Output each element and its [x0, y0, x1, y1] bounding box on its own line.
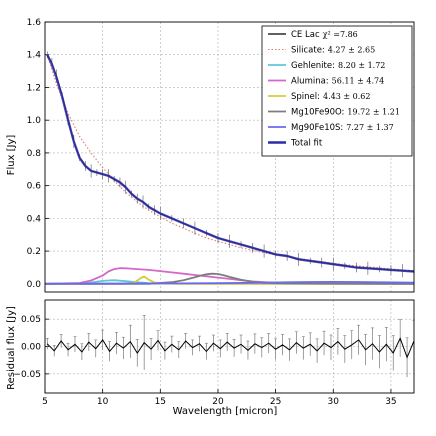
legend-value-alumina: 56.11 ± 4.74	[332, 77, 385, 86]
legend-label-mg90: Mg90Fe10S: 7.27 ± 1.37	[291, 123, 394, 133]
y-tick-label-top: 1.2	[27, 83, 41, 93]
legend-label-gehlenite: Gehlenite: 8.20 ± 1.72	[291, 61, 385, 71]
legend: CE Lac χ² =7.86 Silicate: 4.27 ± 2.65 Gehlen…	[261, 25, 413, 157]
bottom-panel: 5 10 15 20 25 30 35 −0.05 0.00 0.05	[13, 299, 415, 407]
x-tick-label: 35	[385, 397, 396, 407]
y-tick-label-top: 0.6	[27, 182, 42, 192]
residual-plot-area	[45, 315, 414, 378]
y-tick-label-top: 0.4	[27, 214, 42, 224]
legend-label-ce_lac: CE Lac χ² =7.86	[291, 30, 358, 40]
x-tick-label: 25	[270, 397, 281, 407]
y-axis-label-bottom: Residual flux [Jy]	[6, 306, 17, 390]
legend-value-gehlenite: 8.20 ± 1.72	[338, 61, 385, 70]
legend-value-mg10: 19.72 ± 1.21	[347, 108, 400, 117]
y-tick-label-top: 0.0	[27, 280, 42, 290]
x-tick-label: 10	[97, 397, 109, 407]
legend-value-mg90: 7.27 ± 1.37	[346, 123, 393, 132]
series-line-silicate	[46, 54, 415, 272]
series-line-mg90	[44, 281, 415, 285]
legend-value-ce_lac: χ² =7.86	[323, 30, 358, 39]
y-tick-label-top: 1.6	[27, 18, 42, 28]
residual-line	[46, 336, 414, 359]
y-tick-label-top: 1.4	[27, 51, 42, 61]
legend-value-spinel: 4.43 ± 0.62	[323, 92, 370, 101]
x-tick-label: 5	[42, 397, 48, 407]
legend-label-spinel: Spinel: 4.43 ± 0.62	[291, 92, 370, 102]
legend-value-silicate: 4.27 ± 2.65	[328, 46, 375, 55]
y-tick-label-bottom: −0.05	[13, 370, 41, 380]
legend-box	[261, 25, 413, 157]
series-line-total	[46, 54, 415, 273]
x-axis-label: Wavelength [micron]	[173, 406, 278, 417]
bottom-axes-frame	[44, 299, 415, 394]
x-tick-label: 20	[212, 397, 224, 407]
top-panel: 0.0 0.2 0.4 0.6 0.8 1.0 1.2 1.4 1.6	[27, 18, 415, 293]
x-tick-label: 15	[155, 397, 166, 407]
y-tick-label-top: 0.8	[27, 149, 42, 159]
legend-label-alumina: Alumina: 56.11 ± 4.74	[291, 77, 384, 87]
y-axis-label-top: Flux [Jy]	[6, 135, 17, 176]
legend-label-total: Total fit	[290, 139, 323, 149]
y-tick-label-bottom: 0.00	[21, 343, 41, 353]
legend-label-silicate: Silicate: 4.27 ± 2.65	[291, 46, 375, 56]
y-tick-label-top: 0.2	[27, 247, 41, 257]
y-tick-label-bottom: 0.05	[21, 315, 41, 325]
x-tick-label: 30	[328, 397, 340, 407]
top-axes-frame	[44, 21, 415, 293]
y-tick-label-top: 1.0	[27, 116, 42, 126]
